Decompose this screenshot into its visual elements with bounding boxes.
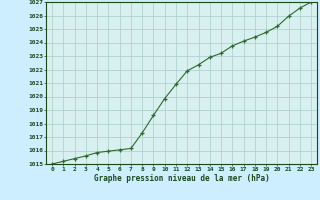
X-axis label: Graphe pression niveau de la mer (hPa): Graphe pression niveau de la mer (hPa) <box>94 174 269 183</box>
